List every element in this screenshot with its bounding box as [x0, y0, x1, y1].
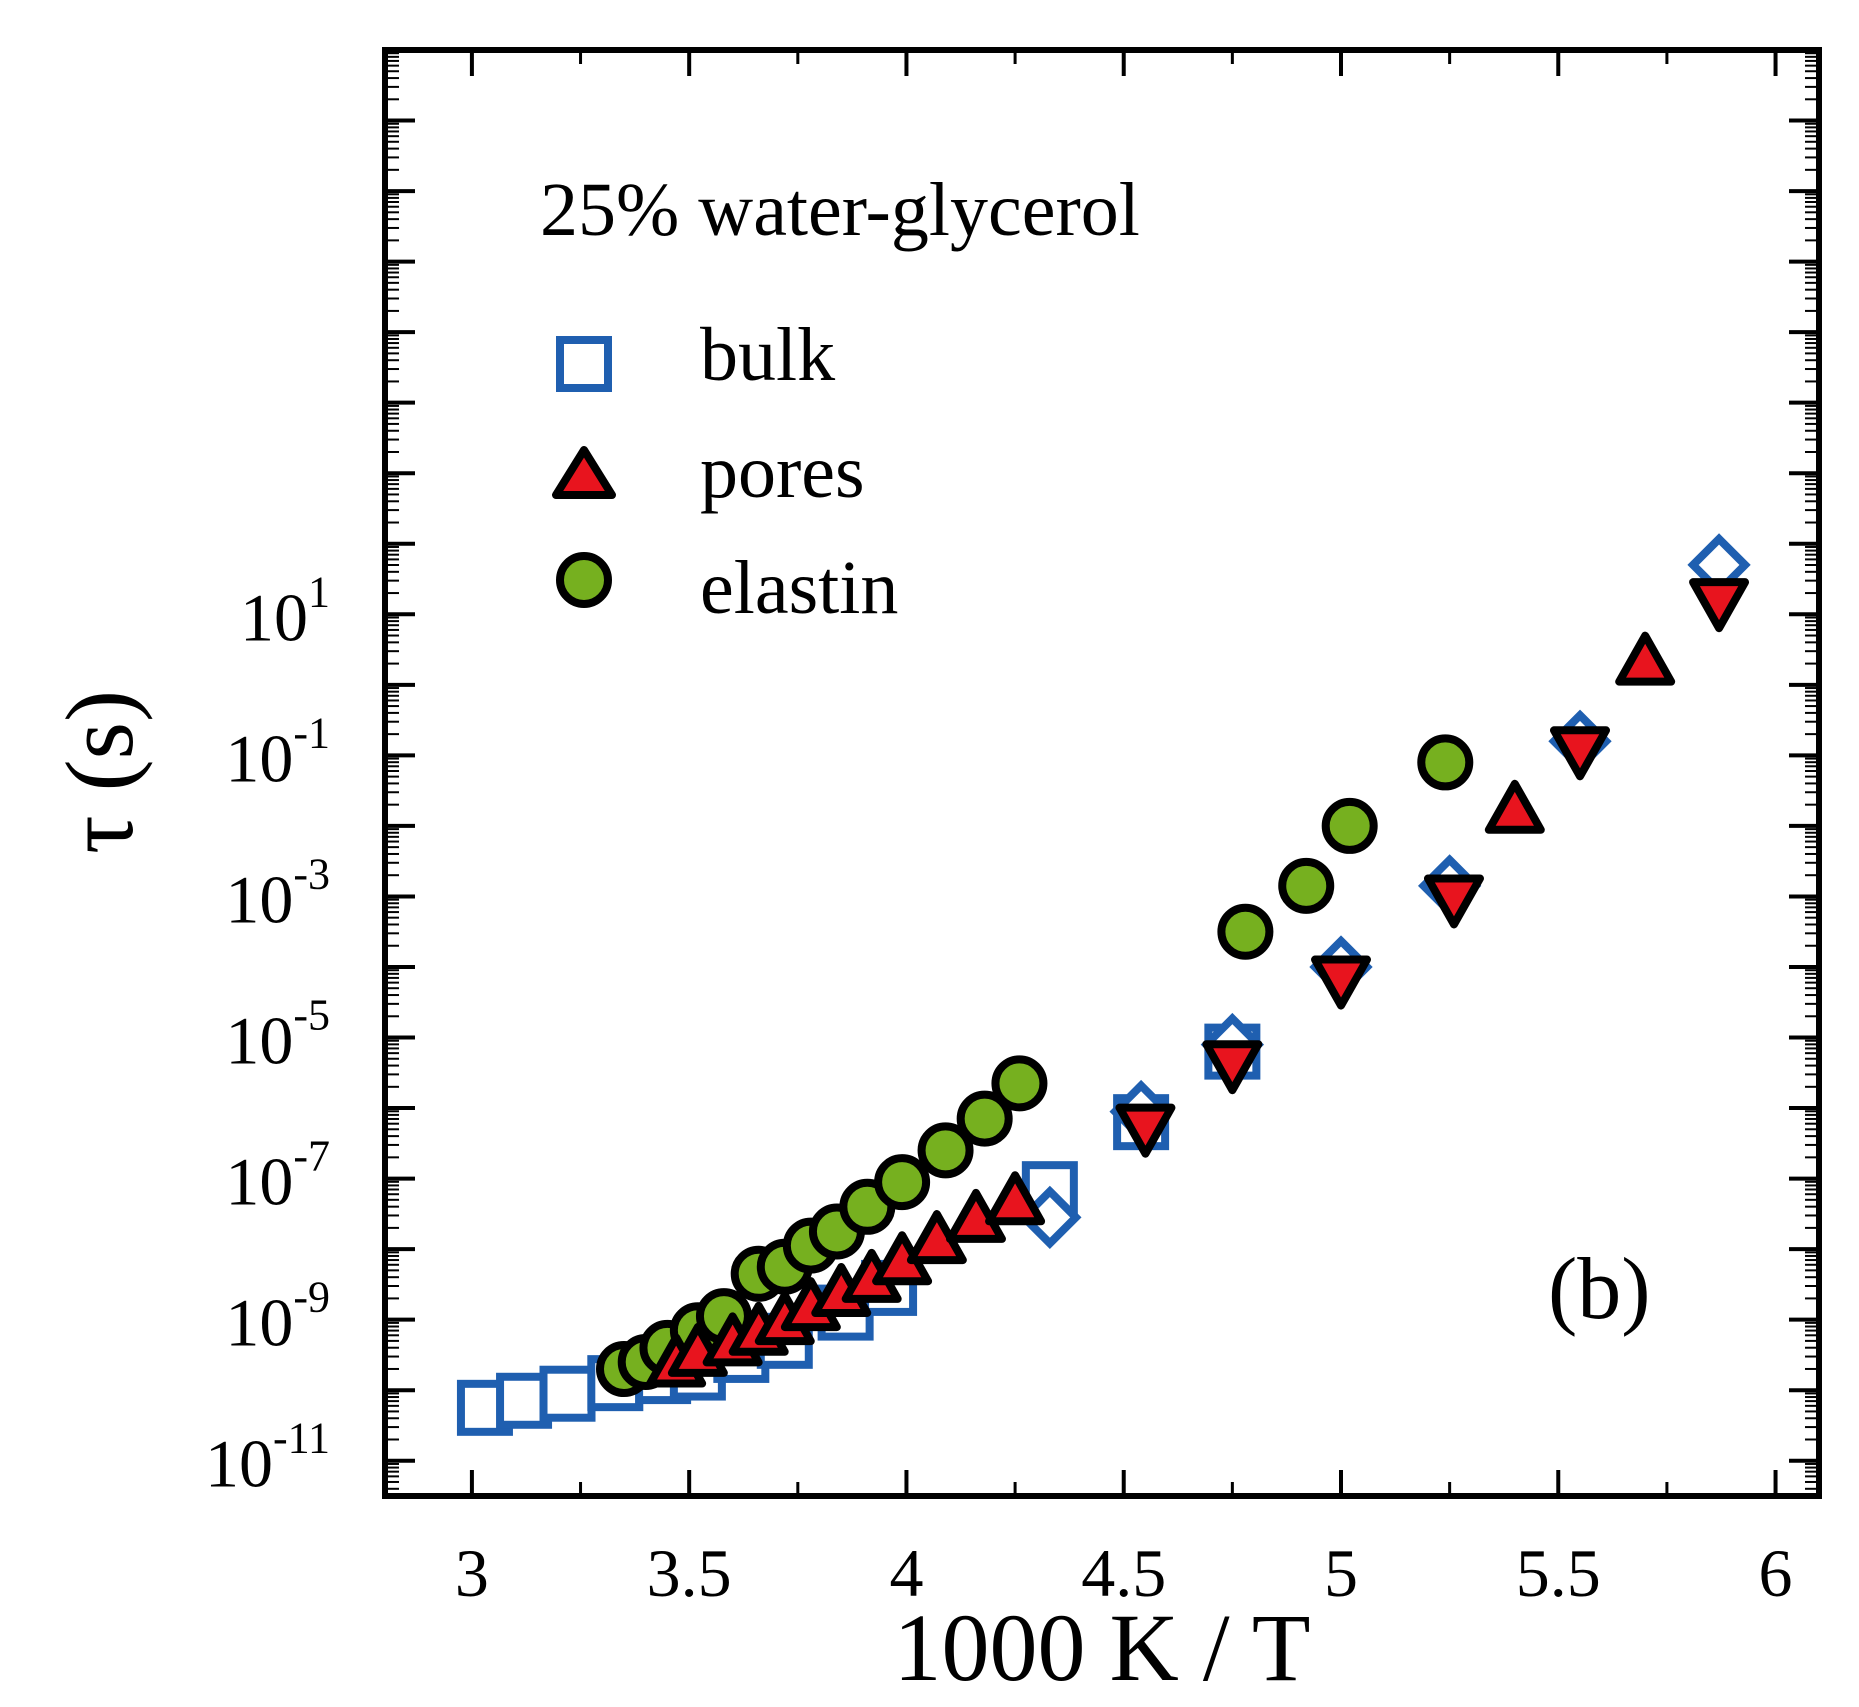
- y-tick-labels: 10-11 10-9 10-7 10-5 10-3 10-1 101: [205, 567, 330, 1501]
- data-point-elastin: [1217, 903, 1274, 960]
- data-point-pores: [985, 1171, 1046, 1226]
- data-point-pores-inverted: [1311, 955, 1371, 1010]
- y-axis-title: τ (s): [46, 690, 153, 854]
- data-point-pores-inverted: [1689, 578, 1750, 633]
- data-point-elastin: [1278, 857, 1335, 914]
- x-tick-label: 4.5: [1081, 1535, 1166, 1611]
- legend: bulk pores elastin: [552, 313, 898, 630]
- data-point-pores-inverted: [1550, 726, 1610, 781]
- legend-label-elastin: elastin: [700, 546, 898, 630]
- data-point-bulk: [539, 1365, 596, 1422]
- y-tick-label: 10-7: [225, 1132, 330, 1220]
- legend-label-pores: pores: [700, 430, 865, 514]
- y-tick-label: 10-9: [225, 1273, 330, 1361]
- x-tick-label: 6: [1759, 1535, 1793, 1611]
- data-point-pores: [1484, 779, 1545, 834]
- x-tick-label: 3: [455, 1535, 489, 1611]
- data-point-elastin: [1417, 734, 1474, 791]
- y-tick-label: 10-11: [205, 1414, 330, 1502]
- data-point-pores-inverted: [1202, 1040, 1263, 1095]
- x-tick-label: 5.5: [1516, 1535, 1601, 1611]
- chart-title: 25% water-glycerol: [540, 168, 1140, 252]
- x-tick-label: 3.5: [647, 1535, 732, 1611]
- legend-label-bulk: bulk: [700, 313, 835, 397]
- y-tick-label: 10-3: [225, 849, 330, 937]
- legend-marker-pores: [552, 446, 616, 499]
- x-axis-title: 1000 K / T: [894, 1594, 1311, 1701]
- x-tick-label: 4: [889, 1535, 923, 1611]
- data-point-elastin: [956, 1090, 1013, 1147]
- data-point-elastin: [917, 1122, 974, 1179]
- x-tick-labels: 3 3.5 4 4.5 5 5.5 6: [455, 1535, 1793, 1611]
- y-tick-label: 10-1: [225, 708, 330, 796]
- x-tick-label: 5: [1324, 1535, 1358, 1611]
- data-point-pores-inverted: [1115, 1103, 1176, 1158]
- data-point-pores-inverted: [1423, 874, 1484, 929]
- plot-frame: [382, 47, 1822, 1499]
- data-point-elastin: [991, 1055, 1048, 1112]
- panel-label: (b): [1548, 1241, 1651, 1338]
- y-tick-label: 10-5: [225, 991, 330, 1079]
- legend-marker-bulk: [556, 336, 612, 392]
- data-point-pores: [1615, 631, 1676, 686]
- legend-marker-elastin: [556, 552, 612, 608]
- data-point-elastin: [1321, 797, 1378, 854]
- data-point-elastin: [874, 1154, 931, 1211]
- marks-layer: [456, 533, 1751, 1436]
- y-tick-label: 101: [240, 567, 330, 655]
